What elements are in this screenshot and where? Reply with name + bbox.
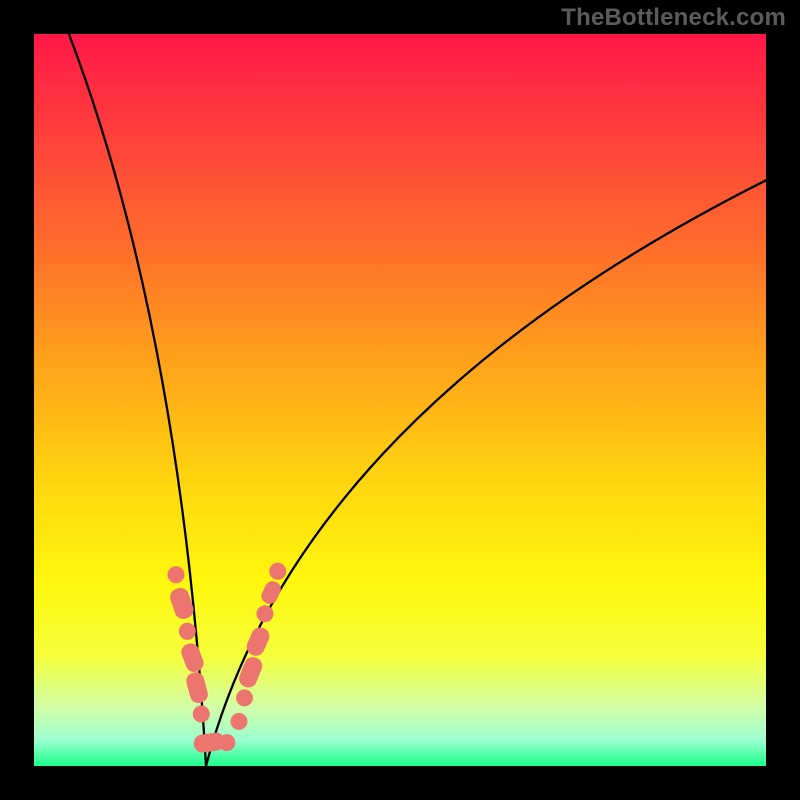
plot-area [34, 34, 766, 766]
gradient-background [34, 34, 766, 766]
data-marker [236, 690, 252, 706]
bottleneck-chart [34, 34, 766, 766]
data-marker [219, 735, 235, 751]
chart-container: TheBottleneck.com [0, 0, 800, 800]
data-marker [168, 567, 184, 583]
data-marker [179, 623, 195, 639]
data-marker [270, 563, 286, 579]
watermark-label: TheBottleneck.com [561, 4, 786, 32]
data-marker [231, 713, 247, 729]
data-marker [257, 606, 273, 622]
data-marker [193, 706, 209, 722]
